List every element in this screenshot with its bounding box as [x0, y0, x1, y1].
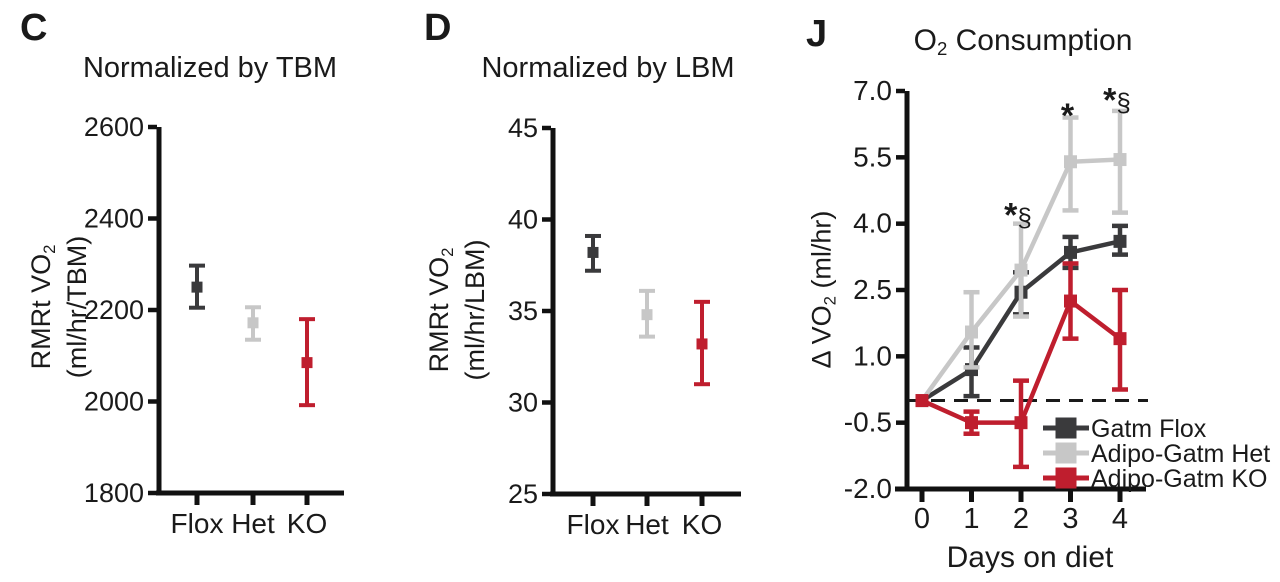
x-tick-label: 0: [914, 503, 930, 535]
panel-d-title: Normalized by LBM: [481, 52, 735, 84]
y-tick-label: 7.0: [853, 75, 892, 106]
panel-j-x-axis-label: Days on diet: [946, 541, 1114, 574]
panel-c-label: C: [20, 7, 48, 49]
y-tick-label: 1800: [84, 478, 144, 508]
x-category-label: KO: [287, 508, 327, 539]
panel-c-plot: 1800 2000 2200 2400 2600 Flox Het KO: [84, 112, 344, 539]
panel-j-title-sub: 2: [936, 38, 948, 60]
panel-c-y-axis-label-line1: RMRt VO2: [26, 244, 59, 370]
data-point: [915, 394, 929, 408]
legend-label: Gatm Flox: [1091, 415, 1207, 443]
y-tick-label: 2000: [84, 387, 144, 417]
panel-d-y-axis-label-line1: RMRt VO2: [424, 247, 457, 373]
panel-d-y-axis-label: RMRt VO2 (ml/hr/LBM): [423, 160, 490, 460]
y-tick-label: 25: [508, 479, 538, 509]
data-point: [965, 416, 978, 430]
y-tick-label: 40: [508, 205, 538, 235]
panel-d-label: D: [424, 7, 452, 49]
y-tick-label: 30: [508, 388, 538, 418]
x-tick-label: 3: [1062, 503, 1078, 535]
panel-j-title-pre: O: [913, 24, 937, 57]
data-point: [1064, 294, 1077, 308]
panel-c-y-axis-label: RMRt VO2 (ml/hr/TBM): [25, 157, 92, 457]
data-point: [1113, 153, 1127, 167]
panel-j-y-axis-label-line1: Δ VO2 (ml/hr): [806, 210, 840, 369]
y-tick-label: -0.5: [844, 407, 892, 438]
x-category-label: Het: [625, 509, 669, 540]
data-point: [965, 325, 978, 339]
panel-j-label: J: [806, 13, 828, 55]
panel-j-title: O2 Consumption: [873, 24, 1173, 60]
data-point-flox: [587, 246, 599, 258]
y-tick-label: 1.0: [853, 340, 892, 371]
panel-c-title: Normalized by TBM: [82, 52, 338, 84]
data-point: [1064, 245, 1077, 259]
y-tick-label: 45: [508, 113, 538, 143]
data-point: [1064, 155, 1077, 169]
data-point-ko: [301, 357, 313, 369]
significance-annotation: *§: [1004, 196, 1032, 234]
legend-swatch: [1055, 467, 1077, 489]
x-tick-label: 4: [1112, 503, 1128, 535]
x-tick-label: 2: [1013, 503, 1029, 535]
data-point-ko: [696, 338, 708, 350]
x-category-label: KO: [682, 509, 722, 540]
panel-j-title-post: Consumption: [947, 24, 1133, 57]
data-point-het: [641, 309, 653, 321]
panel-j-plot: -2.0 -0.5 1.0 2.5 4.0 5.5 7.0 0 1 2 3 4 *§ * *§ Gatm Fl…: [844, 75, 1271, 535]
x-category-label: Flox: [171, 508, 224, 539]
legend-label: Adipo-Gatm Het: [1091, 440, 1270, 468]
y-tick-label: -2.0: [844, 473, 892, 504]
data-point: [1014, 263, 1028, 277]
legend-swatch: [1055, 417, 1077, 439]
x-category-label: Flox: [567, 509, 620, 540]
series-adipo-gatm-het: [915, 108, 1128, 408]
panel-j-y-axis-label: Δ VO2 (ml/hr): [806, 140, 840, 440]
legend-label: Adipo-Gatm KO: [1091, 465, 1267, 493]
panel-c-y-axis-label-line2: (ml/hr/TBM): [62, 235, 92, 379]
data-point-flox: [191, 281, 203, 293]
y-tick-label: 2200: [84, 295, 144, 325]
data-point: [1014, 416, 1028, 430]
x-tick-label: 1: [963, 503, 979, 535]
x-category-label: Het: [231, 508, 275, 539]
series-adipo-gatm-ko: [915, 261, 1128, 470]
y-tick-label: 5.5: [853, 141, 892, 172]
data-point: [1113, 234, 1127, 248]
significance-annotation: *§: [1103, 81, 1131, 119]
y-tick-label: 2.5: [853, 274, 892, 305]
significance-annotation: *: [1061, 97, 1075, 135]
panel-d-y-axis-label-line2: (ml/hr/LBM): [460, 239, 490, 381]
y-tick-label: 4.0: [853, 208, 892, 239]
panel-d-plot: 25 30 35 40 45 Flox Het KO: [508, 113, 741, 540]
data-point: [1113, 332, 1127, 346]
y-tick-label: 35: [508, 296, 538, 326]
data-point-het: [247, 317, 259, 329]
legend-swatch: [1055, 442, 1077, 464]
y-tick-label: 2600: [84, 112, 144, 142]
y-tick-label: 2400: [84, 204, 144, 234]
